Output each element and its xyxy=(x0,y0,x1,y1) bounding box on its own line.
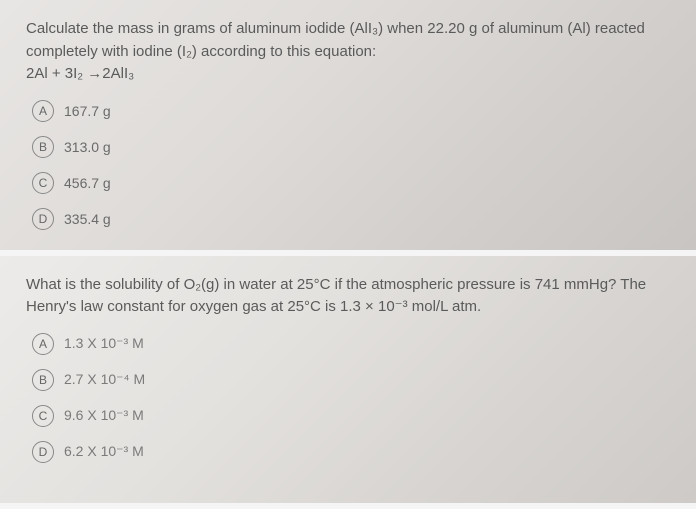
option-1B[interactable]: B 313.0 g xyxy=(32,136,670,158)
option-1D-text: 335.4 g xyxy=(64,211,111,227)
option-2C[interactable]: C 9.6 X 10⁻³ M xyxy=(32,405,670,427)
option-2A-text: 1.3 X 10⁻³ M xyxy=(64,335,144,352)
q2-text-line2: law constant for oxygen gas at 25°C is 1… xyxy=(81,298,482,315)
option-letter-A: A xyxy=(32,333,54,355)
option-2C-text: 9.6 X 10⁻³ M xyxy=(64,407,144,424)
q1-text-line1: Calculate the mass in grams of aluminum … xyxy=(26,20,645,37)
option-2D[interactable]: D 6.2 X 10⁻³ M xyxy=(32,441,670,463)
q1-text-line2: completely with iodine (I₂) according to… xyxy=(26,43,376,60)
option-1C[interactable]: C 456.7 g xyxy=(32,172,670,194)
option-letter-D: D xyxy=(32,208,54,230)
q1-equation: 2Al + 3I₂ →2AlI₃ xyxy=(26,65,134,82)
option-1C-text: 456.7 g xyxy=(64,175,111,191)
option-1D[interactable]: D 335.4 g xyxy=(32,208,670,230)
option-letter-C: C xyxy=(32,405,54,427)
option-1A[interactable]: A 167.7 g xyxy=(32,100,670,122)
question-2-text: What is the solubility of O₂(g) in water… xyxy=(26,274,670,319)
option-2B[interactable]: B 2.7 X 10⁻⁴ M xyxy=(32,369,670,391)
option-letter-B: B xyxy=(32,136,54,158)
option-letter-A: A xyxy=(32,100,54,122)
option-1A-text: 167.7 g xyxy=(64,103,111,119)
option-letter-C: C xyxy=(32,172,54,194)
question-1-block: Calculate the mass in grams of aluminum … xyxy=(0,0,696,256)
question-1-text: Calculate the mass in grams of aluminum … xyxy=(26,18,670,86)
option-letter-D: D xyxy=(32,441,54,463)
question-2-options: A 1.3 X 10⁻³ M B 2.7 X 10⁻⁴ M C 9.6 X 10… xyxy=(32,333,670,463)
question-1-options: A 167.7 g B 313.0 g C 456.7 g D 335.4 g xyxy=(32,100,670,230)
option-1B-text: 313.0 g xyxy=(64,139,111,155)
option-letter-B: B xyxy=(32,369,54,391)
option-2B-text: 2.7 X 10⁻⁴ M xyxy=(64,371,145,388)
question-2-block: What is the solubility of O₂(g) in water… xyxy=(0,256,696,509)
option-2A[interactable]: A 1.3 X 10⁻³ M xyxy=(32,333,670,355)
option-2D-text: 6.2 X 10⁻³ M xyxy=(64,443,144,460)
